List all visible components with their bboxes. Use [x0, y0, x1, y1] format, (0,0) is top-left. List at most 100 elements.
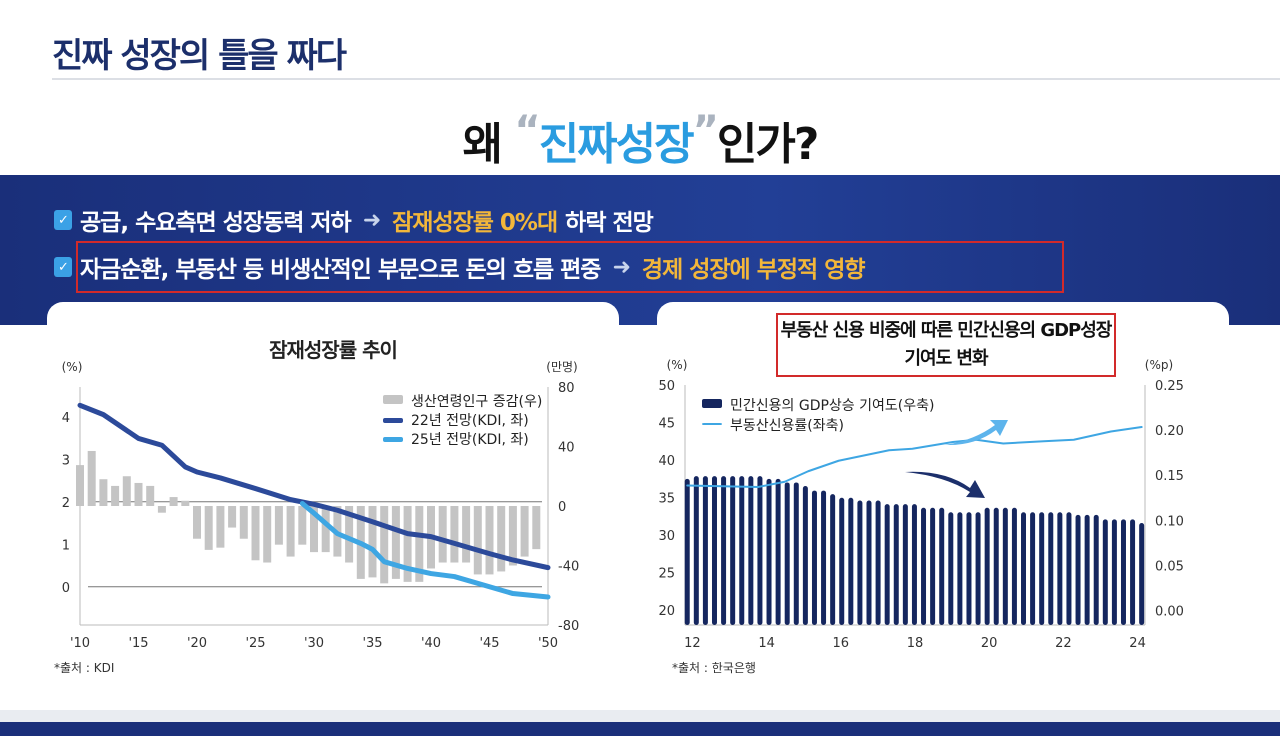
y-tick-left: 30	[658, 529, 675, 544]
bar	[1130, 519, 1136, 625]
y-tick-left: 20	[658, 604, 675, 619]
open-quote: “	[514, 108, 540, 154]
bar	[957, 512, 963, 625]
x-tick: 18	[907, 636, 924, 651]
bar	[748, 476, 754, 625]
right-arrow-icon: ➜	[362, 207, 381, 233]
bar	[711, 476, 717, 625]
x-tick: '50	[538, 636, 558, 651]
bar	[911, 504, 917, 625]
bar	[157, 506, 166, 513]
y-tick-right: 0.25	[1155, 379, 1184, 394]
checkbox-check-icon: ✓	[54, 210, 72, 230]
bar	[811, 490, 817, 625]
legend-label: 민간신용의 GDP상승 기여도(우축)	[730, 398, 934, 414]
bar	[784, 482, 790, 625]
bar	[1111, 519, 1117, 625]
y-tick-right: 0.00	[1155, 605, 1184, 620]
bullet-2-text: 자금순환, 부동산 등 비생산적인 부문으로 돈의 흐름 편중	[80, 257, 601, 283]
legend-swatch	[702, 423, 722, 425]
y-tick-left: 0	[62, 581, 70, 596]
bar	[857, 500, 863, 625]
bar	[263, 506, 272, 563]
x-tick: '45	[479, 636, 499, 651]
bar	[821, 490, 827, 625]
x-tick: 12	[684, 636, 701, 651]
bar	[1066, 512, 1072, 625]
bullet-1-result: 잠재성장률 0%대	[392, 210, 558, 236]
right-chart-title: 부동산 신용 비중에 따른 민간신용의 GDP성장 기여도 변화	[776, 313, 1116, 377]
bar	[403, 506, 412, 582]
y-unit-right: (%p)	[1145, 358, 1173, 372]
bar	[204, 506, 213, 550]
bar	[1102, 519, 1108, 625]
bar	[939, 507, 945, 625]
bar	[380, 506, 389, 584]
bar	[1093, 514, 1099, 625]
bar	[1048, 512, 1054, 625]
y-tick-right: 0.15	[1155, 469, 1184, 484]
bar	[111, 485, 120, 506]
legend-label: 생산연령인구 증감(우)	[411, 394, 542, 410]
y-tick-right: 40	[558, 441, 575, 456]
bar	[251, 506, 260, 561]
highlight-box	[76, 241, 1064, 293]
legend-swatch	[383, 437, 403, 442]
headline-post: 인가?	[716, 119, 819, 170]
bar	[993, 507, 999, 625]
x-tick: '10	[70, 636, 90, 651]
bar	[520, 506, 529, 557]
bar	[122, 476, 131, 506]
bar	[1039, 512, 1045, 625]
bar	[298, 506, 307, 545]
headline: 왜 “진짜성장”인가?	[0, 108, 1280, 172]
bar	[802, 486, 808, 625]
bar	[345, 506, 354, 563]
bullet-1: ✓ 공급, 수요측면 성장동력 저하 ➜ 잠재성장률 0%대 하락 전망	[54, 203, 654, 237]
y-tick-right: 0.05	[1155, 559, 1184, 574]
x-tick: 24	[1129, 636, 1146, 651]
bar	[948, 512, 954, 625]
bar	[1075, 514, 1081, 625]
bar	[1057, 512, 1063, 625]
bar	[893, 504, 899, 625]
x-tick: '30	[304, 636, 324, 651]
header-divider	[52, 78, 1280, 80]
bar	[1120, 519, 1126, 625]
bar	[1030, 512, 1036, 625]
bar	[368, 506, 377, 578]
bar	[134, 482, 143, 506]
bar	[984, 507, 990, 625]
x-tick: 14	[758, 636, 775, 651]
bar	[1139, 523, 1145, 625]
close-quote: ”	[692, 108, 719, 154]
y-unit-left: (%)	[667, 358, 688, 372]
y-tick-left: 50	[658, 379, 675, 394]
bar	[1084, 514, 1090, 625]
legend-swatch	[702, 399, 722, 408]
y-tick-right: 0.10	[1155, 514, 1184, 529]
x-tick: '25	[245, 636, 265, 651]
y-unit-left: (%)	[62, 360, 83, 374]
bar	[321, 506, 330, 553]
bullet-2: ✓ 자금순환, 부동산 등 비생산적인 부문으로 돈의 흐름 편중 ➜ 경제 성장에 …	[54, 250, 866, 284]
bar	[848, 497, 854, 625]
bar	[87, 450, 96, 506]
bar	[921, 507, 927, 625]
bar	[216, 506, 225, 548]
bar	[793, 482, 799, 625]
left-chart-title: 잠재성장률 추이	[269, 338, 398, 362]
y-tick-left: 2	[62, 496, 70, 511]
bar	[286, 506, 295, 557]
y-tick-left: 4	[62, 411, 70, 426]
x-tick: 22	[1055, 636, 1072, 651]
bar	[866, 500, 872, 625]
bar	[884, 504, 890, 625]
bar	[228, 506, 237, 528]
footer-strip	[0, 710, 1280, 722]
legend-swatch	[383, 395, 403, 404]
legend-swatch	[383, 418, 403, 423]
x-tick: '20	[187, 636, 207, 651]
y-tick-left: 35	[658, 492, 675, 507]
